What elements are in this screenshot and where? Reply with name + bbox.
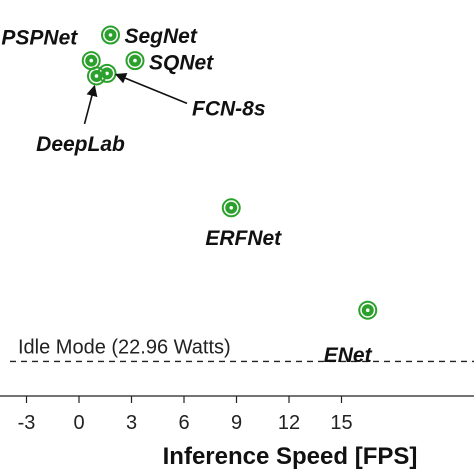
- marker-ring: [101, 25, 120, 45]
- marker-center: [94, 74, 99, 78]
- point-label-fcn-8s: FCN-8s: [192, 97, 266, 120]
- x-tick-label: 15: [330, 412, 352, 434]
- marker-ring: [125, 51, 145, 71]
- x-tick-label: 9: [231, 412, 242, 434]
- marker-ring: [221, 198, 241, 218]
- label-arrows: [83, 73, 188, 125]
- point-label-pspnet: PSPNet: [1, 27, 78, 50]
- marker-center: [365, 308, 370, 313]
- data-points: [81, 25, 378, 320]
- data-point-deeplab: [87, 66, 106, 86]
- arrow-fcn-8s: [114, 73, 188, 105]
- marker-center: [133, 58, 137, 63]
- point-label-segnet: SegNet: [125, 25, 198, 48]
- x-tick-label: -3: [18, 412, 36, 434]
- marker-center: [89, 58, 94, 63]
- point-label-erfnet: ERFNet: [205, 227, 282, 250]
- data-point-sqnet: [125, 51, 145, 71]
- data-point-segnet: [101, 25, 120, 45]
- x-ticks: -3 0 3 6 9 12 15: [18, 396, 353, 434]
- marker-center: [108, 33, 113, 37]
- point-label-sqnet: SQNet: [149, 52, 214, 75]
- x-axis-title: Inference Speed [FPS]: [163, 443, 418, 470]
- point-labels: SegNet PSPNet SQNet FCN-8s DeepLab ERFNet ENet: [1, 25, 372, 367]
- x-tick-label: 3: [126, 412, 137, 434]
- data-point-erfnet: [221, 198, 241, 218]
- marker-center: [229, 206, 234, 210]
- idle-mode-label: Idle Mode (22.96 Watts): [18, 336, 231, 358]
- x-tick-label: 0: [73, 412, 84, 434]
- x-tick-label: 12: [278, 412, 300, 434]
- point-label-deeplab: DeepLab: [36, 133, 125, 156]
- point-label-enet: ENet: [324, 344, 373, 367]
- x-tick-label: 6: [178, 412, 189, 434]
- idle-reference-group: Idle Mode (22.96 Watts): [10, 336, 474, 363]
- data-point-enet: [358, 300, 378, 320]
- marker-ring: [358, 300, 378, 320]
- marker-center: [105, 71, 109, 76]
- arrow-deeplab: [83, 84, 98, 125]
- marker-ring: [87, 66, 106, 86]
